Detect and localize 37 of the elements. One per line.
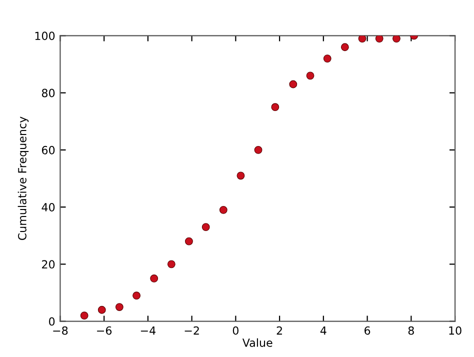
y-axis-title: Cumulative Frequency [18, 116, 29, 240]
point [115, 303, 124, 311]
point [392, 36, 400, 43]
point [132, 292, 140, 300]
y-tick-label: 60 [42, 146, 55, 154]
x-tick-label: 2 [276, 326, 282, 335]
point [236, 172, 245, 180]
point [323, 54, 332, 63]
y-tick-label: 100 [35, 32, 55, 40]
x-tick-label: 6 [364, 326, 370, 335]
point [358, 36, 366, 43]
y-tick-label: 40 [42, 203, 55, 212]
x-tick-label: −2 [184, 326, 199, 335]
point [254, 146, 262, 154]
point [375, 36, 384, 43]
y-tick-label: 0 [49, 317, 55, 326]
y-tick-label: 20 [42, 260, 55, 269]
x-tick-label: −8 [53, 326, 68, 335]
point [340, 43, 349, 52]
y-tick-label: 80 [42, 88, 55, 98]
x-tick-label: 8 [408, 326, 414, 335]
x-tick-label: 10 [449, 326, 462, 335]
point [98, 306, 106, 314]
x-tick-label: −4 [140, 326, 156, 335]
x-tick-label: 0 [232, 326, 238, 335]
x-axis-title: Value [242, 338, 272, 347]
point [202, 223, 210, 232]
point [80, 312, 88, 320]
point [167, 260, 176, 268]
x-tick-label: −6 [97, 326, 112, 335]
point [271, 103, 280, 112]
point [150, 274, 158, 282]
point [306, 72, 314, 80]
point [185, 237, 193, 246]
x-tick-label: 4 [320, 326, 326, 335]
point [219, 206, 228, 214]
point [289, 80, 298, 88]
